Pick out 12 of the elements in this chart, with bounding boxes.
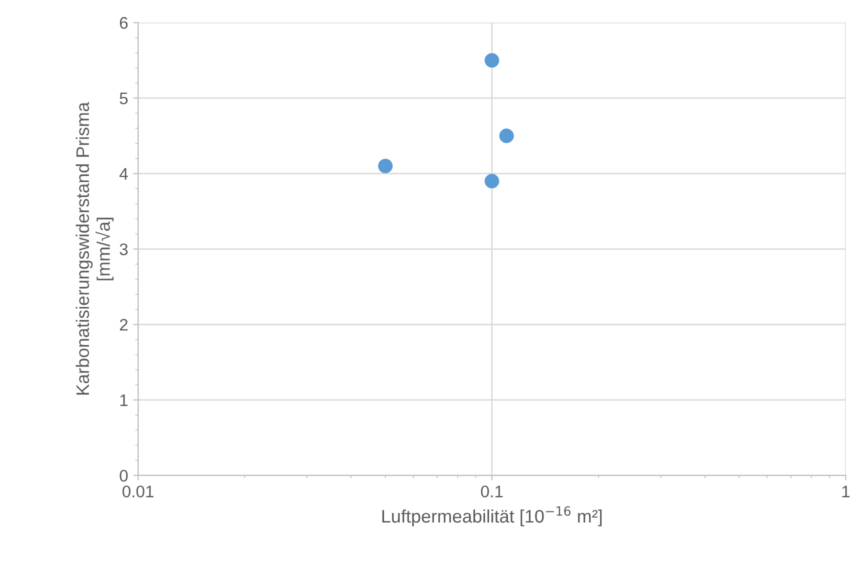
x-tick-label: 0.01 — [122, 486, 154, 498]
x-axis-title: Luftpermeabilität [10$^{−16}$ m²] — [382, 506, 602, 526]
x-tick-label: 1 — [842, 486, 850, 498]
y-tick-label: 6 — [120, 17, 128, 29]
y-tick-label: 3 — [120, 243, 128, 256]
y-axis-title: Karbonatisierungswiderstand Prisma [mm/√a] — [76, 102, 114, 395]
y-tick-label: 1 — [120, 394, 128, 406]
y-tick-label: 4 — [119, 168, 128, 180]
y-tick-label: 5 — [120, 92, 128, 104]
x-tick-label: 0.1 — [480, 486, 503, 498]
y-tick-label: 0 — [120, 470, 128, 482]
y-tick-label: 2 — [120, 318, 128, 331]
